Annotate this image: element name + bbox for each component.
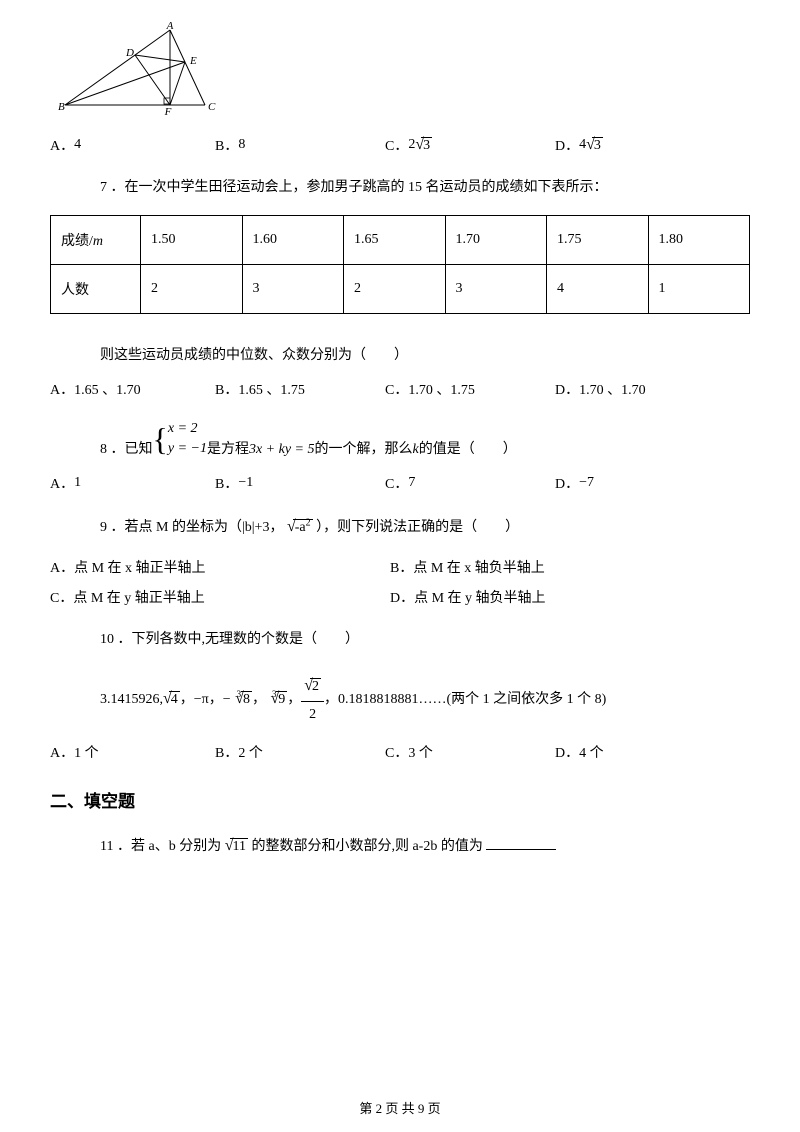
svg-text:E: E (189, 55, 197, 67)
sqrt-icon: √4 (163, 685, 180, 714)
q9-text: 9 ．若点 M 的坐标为（|b|+3， √-a2 ），则下列说法正确的是（ ） (100, 513, 750, 542)
q6-option-b: B． 8 (215, 135, 385, 155)
table-row: 人数 2 3 2 3 4 1 (51, 265, 750, 314)
q11-text: 11 ．若 a、b 分别为 √11 的整数部分和小数部分,则 a-2b 的值为 (100, 832, 750, 861)
table-row: 成绩/m 1.50 1.60 1.65 1.70 1.75 1.80 (51, 216, 750, 265)
sqrt-icon: √-a2 (287, 513, 313, 542)
equation-y: y = −1 (168, 439, 207, 459)
option-value: 8 (238, 137, 245, 153)
q9-options-row2: C．点 M 在 y 轴正半轴上 D．点 M 在 y 轴负半轴上 (50, 587, 750, 607)
sqrt-content: 3 (592, 137, 603, 153)
q10-text: 10 ．下列各数中,无理数的个数是（ ） (100, 627, 750, 652)
q7-sub-text: 则这些运动员成绩的中位数、众数分别为（ ） (100, 344, 750, 364)
q8-prefix: 8 ．已知 (100, 438, 153, 458)
blank-line (486, 836, 556, 850)
q8-mid: 是方程 (207, 438, 249, 458)
q8-text: 8 ．已知 { x = 2 y = −1 是方程 3x + ky = 5 的一个… (100, 419, 750, 458)
q8-options: A．1 B．−1 C．7 D．−7 (50, 473, 750, 493)
table-cell: 1.75 (547, 216, 649, 265)
equation-x: x = 2 (168, 419, 207, 439)
table-cell: 1.70 (445, 216, 547, 265)
option-label: C． (385, 135, 408, 155)
table-cell: 1.65 (344, 216, 446, 265)
q8-option-b: B．−1 (215, 473, 385, 493)
table-cell: 1.50 (141, 216, 243, 265)
q8-option-c: C．7 (385, 473, 555, 493)
q10-option-b: B．2 个 (215, 742, 385, 762)
q9-option-c: C．点 M 在 y 轴正半轴上 (50, 587, 390, 607)
table-cell: 人数 (51, 265, 141, 314)
page-footer: 第 2 页 共 9 页 (0, 1098, 800, 1117)
option-label: A． (50, 135, 74, 155)
q10-option-a: A．1 个 (50, 742, 215, 762)
cuberoot-icon: √9 (270, 685, 287, 714)
cuberoot-icon: √8 (235, 685, 252, 714)
q10-options: A．1 个 B．2 个 C．3 个 D．4 个 (50, 742, 750, 762)
triangle-diagram: A B C D E F (50, 20, 750, 120)
sqrt-content: 3 (421, 137, 432, 153)
fraction: √2 2 (301, 672, 324, 727)
table-cell: 3 (445, 265, 547, 314)
q8-option-d: D．−7 (555, 473, 715, 493)
table-cell: 3 (242, 265, 344, 314)
q7-options: A．1.65 、1.70 B．1.65 、1.75 C．1.70 、1.75 D… (50, 379, 750, 399)
q9-option-d: D．点 M 在 y 轴负半轴上 (390, 587, 730, 607)
q6-option-d: D． 4 √3 (555, 135, 715, 155)
svg-text:A: A (166, 20, 174, 32)
q9-options-row1: A．点 M 在 x 轴正半轴上 B．点 M 在 x 轴负半轴上 (50, 557, 750, 577)
sqrt-icon: √11 (225, 832, 248, 861)
q7-table: 成绩/m 1.50 1.60 1.65 1.70 1.75 1.80 人数 2 … (50, 215, 750, 314)
table-cell: 1.60 (242, 216, 344, 265)
table-cell: 2 (141, 265, 243, 314)
q10-option-d: D．4 个 (555, 742, 715, 762)
option-coef: 2 (408, 137, 415, 153)
q8-suffix: 的一个解，那么 (315, 438, 413, 458)
sqrt-icon: √3 (586, 136, 603, 154)
table-cell: 1.80 (648, 216, 750, 265)
svg-text:D: D (125, 47, 134, 59)
option-label: B． (215, 135, 238, 155)
option-value: 4 (74, 137, 81, 153)
q6-option-c: C． 2 √3 (385, 135, 555, 155)
q10-numbers: 3.1415926, √4 ，−π， −3√8 ， 3√9 ， √2 2 ，0.… (100, 672, 750, 727)
table-cell: 4 (547, 265, 649, 314)
svg-text:B: B (58, 101, 65, 113)
q7-option-b: B．1.65 、1.75 (215, 379, 385, 399)
q9-option-b: B．点 M 在 x 轴负半轴上 (390, 557, 730, 577)
q10-option-c: C．3 个 (385, 742, 555, 762)
svg-text:F: F (164, 106, 172, 115)
q7-option-a: A．1.65 、1.70 (50, 379, 215, 399)
q7-option-d: D．1.70 、1.70 (555, 379, 715, 399)
q6-options: A． 4 B． 8 C． 2 √3 D． 4 √3 (50, 135, 750, 155)
q7-text: 7 ．在一次中学生田径运动会上，参加男子跳高的 15 名运动员的成绩如下表所示： (100, 175, 750, 200)
q9-option-a: A．点 M 在 x 轴正半轴上 (50, 557, 390, 577)
table-cell: 1 (648, 265, 750, 314)
q8-equation: 3x + ky = 5 (249, 442, 315, 458)
q6-option-a: A． 4 (50, 135, 215, 155)
section-title: 二、填空题 (50, 787, 750, 812)
option-coef: 4 (579, 137, 586, 153)
svg-text:C: C (208, 101, 216, 113)
option-label: D． (555, 135, 579, 155)
brace-icon: { (153, 423, 168, 455)
equation-system: { x = 2 y = −1 (153, 419, 207, 458)
table-cell: 成绩/m (51, 216, 141, 265)
q7-option-c: C．1.70 、1.75 (385, 379, 555, 399)
q8-end: 的值是（ ） (419, 438, 517, 458)
table-cell: 2 (344, 265, 446, 314)
q8-option-a: A．1 (50, 473, 215, 493)
sqrt-icon: √3 (415, 136, 432, 154)
